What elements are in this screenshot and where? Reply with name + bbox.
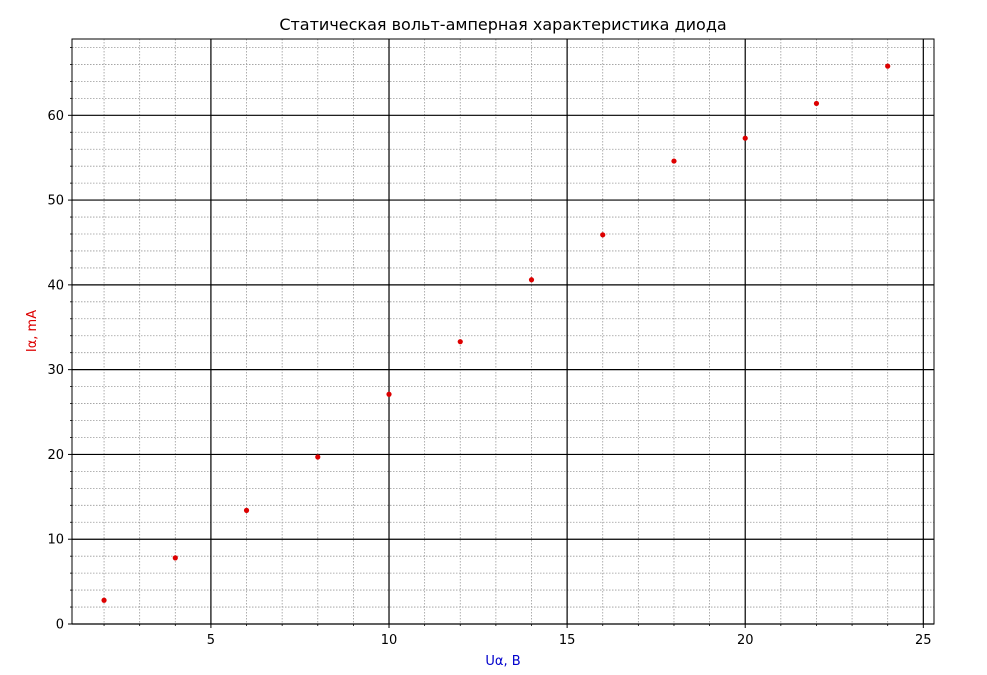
data-point: [742, 135, 748, 141]
data-point: [885, 63, 891, 69]
data-point: [600, 232, 606, 238]
data-point: [101, 597, 107, 603]
y-tick-label: 30: [47, 363, 64, 378]
x-tick-label: 15: [559, 633, 576, 648]
data-point: [457, 339, 463, 345]
x-axis-label: Uα, В: [485, 654, 520, 669]
y-tick-label: 10: [47, 533, 64, 548]
y-tick-label: 0: [56, 618, 64, 633]
y-tick-label: 60: [47, 109, 64, 124]
data-point: [386, 391, 392, 397]
x-tick-label: 20: [737, 633, 754, 648]
scatter-series: [101, 63, 891, 603]
axis-ticks: 5 10 15 20 25 0 10 20 30 40 50 60: [47, 47, 932, 648]
y-axis-label: Iα, mA: [25, 310, 40, 352]
data-point: [315, 454, 321, 460]
data-point: [172, 555, 178, 561]
y-tick-label: 20: [47, 448, 64, 463]
grid: [72, 39, 934, 625]
chart-title: Статическая вольт-амперная характеристик…: [279, 15, 726, 34]
x-tick-label: 25: [915, 633, 932, 648]
y-tick-label: 40: [47, 278, 64, 293]
data-point: [528, 277, 535, 283]
data-point: [243, 507, 250, 513]
x-tick-label: 5: [207, 633, 215, 648]
plot-area-frame: [71, 38, 935, 625]
data-point: [813, 100, 820, 107]
data-point: [671, 158, 677, 164]
x-tick-label: 10: [381, 633, 398, 648]
y-tick-label: 50: [47, 194, 64, 209]
